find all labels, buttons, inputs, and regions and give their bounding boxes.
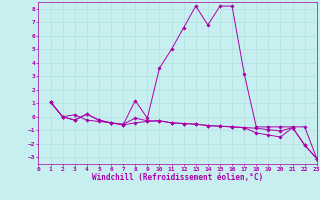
X-axis label: Windchill (Refroidissement éolien,°C): Windchill (Refroidissement éolien,°C) <box>92 173 263 182</box>
